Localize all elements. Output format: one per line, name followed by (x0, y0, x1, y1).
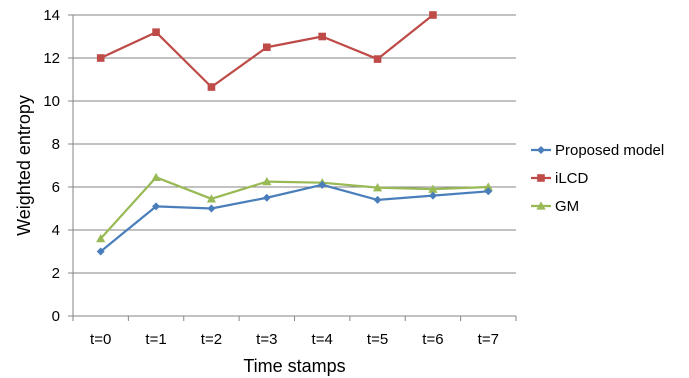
y-tick-label: 10 (43, 93, 60, 110)
x-tick-label: t=3 (256, 331, 277, 348)
series-line (99, 183, 489, 253)
legend-item: Proposed model (531, 142, 664, 159)
data-point-square (263, 43, 271, 52)
legend-label: GM (555, 198, 579, 215)
data-point-diamond (428, 191, 437, 200)
data-point-triangle (483, 182, 493, 191)
data-point-square (373, 55, 382, 63)
series-gm (96, 172, 493, 243)
data-point-triangle (96, 234, 106, 243)
x-tick-label: t=6 (422, 331, 443, 348)
x-tick-label: t=7 (478, 331, 499, 348)
y-axis-title: Weighted entropy (14, 95, 34, 236)
y-tick-label: 8 (52, 136, 60, 153)
data-point-triangle (262, 177, 272, 186)
data-point-triangle (151, 172, 161, 182)
data-point-triangle (206, 194, 217, 203)
data-point-diamond (537, 146, 545, 154)
legend-item: iLCD (531, 170, 589, 187)
y-tick-label: 0 (52, 308, 60, 325)
x-tick-label: t=0 (90, 331, 111, 348)
data-point-triangle (428, 184, 438, 193)
legend-label: Proposed model (555, 142, 664, 159)
y-tick-label: 6 (52, 179, 60, 196)
data-point-square (318, 32, 326, 41)
data-point-square (537, 174, 545, 182)
data-point-square (152, 28, 160, 36)
data-point-square (96, 54, 105, 62)
series-ilcd (96, 11, 437, 91)
x-tick-label: t=1 (145, 331, 166, 348)
x-tick-label: t=5 (367, 331, 388, 348)
x-axis-title: Time stamps (243, 356, 345, 376)
y-tick-label: 14 (43, 7, 60, 24)
legend: Proposed model iLCD GM (531, 142, 664, 215)
x-tick-label: t=4 (312, 331, 333, 348)
axes (68, 14, 517, 321)
y-tick-label: 12 (43, 50, 60, 67)
data-point-diamond (484, 187, 493, 196)
y-tick-label: 4 (52, 222, 60, 239)
data-point-square (429, 11, 437, 19)
y-tick-label: 2 (52, 265, 60, 282)
data-point-diamond (152, 202, 161, 211)
series-proposed-model (96, 180, 493, 256)
data-point-diamond (207, 204, 216, 213)
series-lines (96, 11, 493, 256)
gridlines (73, 14, 516, 274)
x-tick-label: t=2 (201, 331, 222, 348)
data-point-triangle (536, 201, 546, 210)
data-point-diamond (318, 180, 327, 189)
legend-item: GM (531, 198, 579, 215)
series-line (99, 176, 489, 240)
y-tick-labels: 0 2 4 6 8 10 12 14 (43, 7, 60, 325)
data-point-triangle (372, 183, 383, 192)
data-point-diamond (373, 195, 382, 204)
legend-label: iLCD (555, 170, 589, 187)
x-tick-labels: t=0 t=1 t=2 t=3 t=4 t=5 t=6 t=7 (90, 331, 499, 348)
data-point-diamond (96, 247, 105, 256)
data-point-square (207, 83, 216, 91)
data-point-diamond (262, 193, 271, 202)
